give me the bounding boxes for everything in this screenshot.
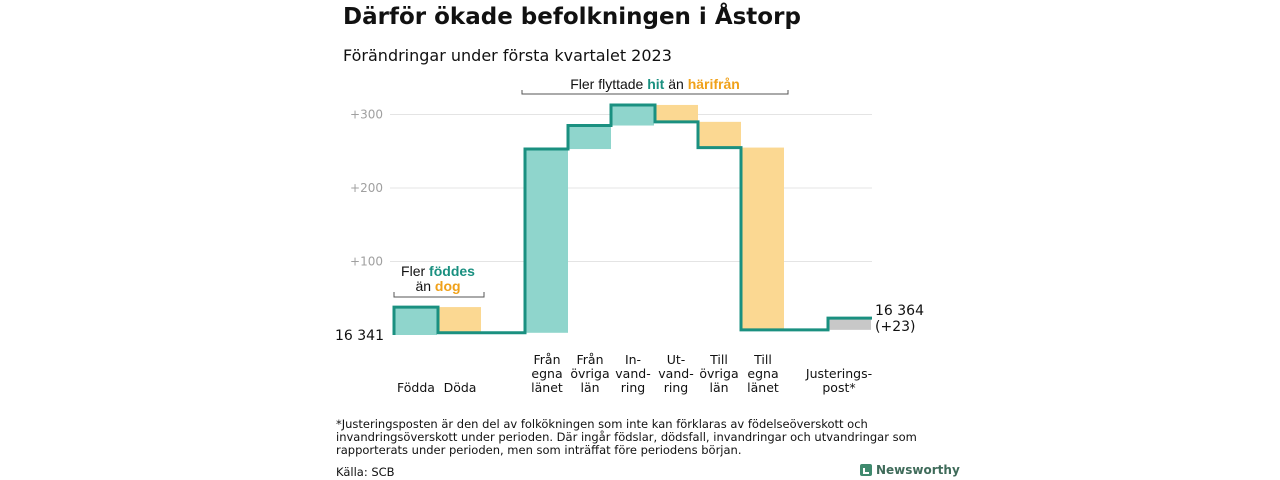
category-label-in-other-counties: Från övriga län xyxy=(570,352,609,395)
category-label-immigration: In-vand-ring xyxy=(615,352,650,395)
category-label-in-county: Från egna länet xyxy=(531,352,563,395)
bar-birth xyxy=(394,307,437,335)
category-label-out-county: Till egna länet xyxy=(747,352,779,395)
bar-out-county xyxy=(741,147,784,330)
y-tick-label: +300 xyxy=(350,108,383,122)
category-label-out-other-counties: Till övriga län xyxy=(699,352,738,395)
y-tick-label: +100 xyxy=(350,255,383,269)
chart-subtitle: Förändringar under första kvartalet 2023 xyxy=(343,46,672,65)
births-annotation-line1: Fler föddes xyxy=(401,263,475,279)
category-label-death: Döda xyxy=(444,380,477,395)
start-value-label: 16 341 xyxy=(335,328,384,344)
end-change-label: (+23) xyxy=(875,319,915,335)
step-line xyxy=(392,103,872,335)
category-label-adjustment: Justerings-post* xyxy=(805,366,872,395)
bar-emigration xyxy=(655,104,698,122)
bar-death xyxy=(438,307,481,333)
category-label-emigration: Ut-vand-ring xyxy=(658,352,693,395)
bar-immigration xyxy=(611,104,654,126)
bar-adjustment xyxy=(828,318,871,330)
brand-logo: Newsworthy xyxy=(860,463,960,477)
births-bracket xyxy=(393,292,485,298)
footnote: *Justeringsposten är den del av folkökni… xyxy=(336,417,917,457)
bar-in-other-counties xyxy=(568,125,611,150)
bars xyxy=(394,104,871,335)
category-labels: 16 341 16 364(+23) Födda Döda Från egna länetF… xyxy=(335,303,924,395)
chart-title: Därför ökade befolkningen i Åstorp xyxy=(343,4,801,30)
gridlines: +100 +200 +300 xyxy=(350,108,872,269)
source-label: Källa: SCB xyxy=(336,465,395,479)
brand-name: Newsworthy xyxy=(876,463,960,477)
end-value-label: 16 364 xyxy=(875,303,924,319)
bar-in-county xyxy=(525,149,568,333)
bar-out-other-counties xyxy=(698,121,741,148)
waterfall-chart: +100 +200 +300 16 341 16 364(+23) Födda Döda F… xyxy=(335,76,924,395)
moves-bracket xyxy=(521,90,789,95)
births-annotation-line2: än dog xyxy=(415,278,460,294)
newsworthy-icon xyxy=(860,464,872,476)
y-tick-label: +200 xyxy=(350,181,383,195)
moves-annotation: Fler flyttade hit än härifrån xyxy=(570,76,740,92)
cumulative-line xyxy=(392,103,872,335)
category-label-birth: Födda xyxy=(397,380,435,395)
